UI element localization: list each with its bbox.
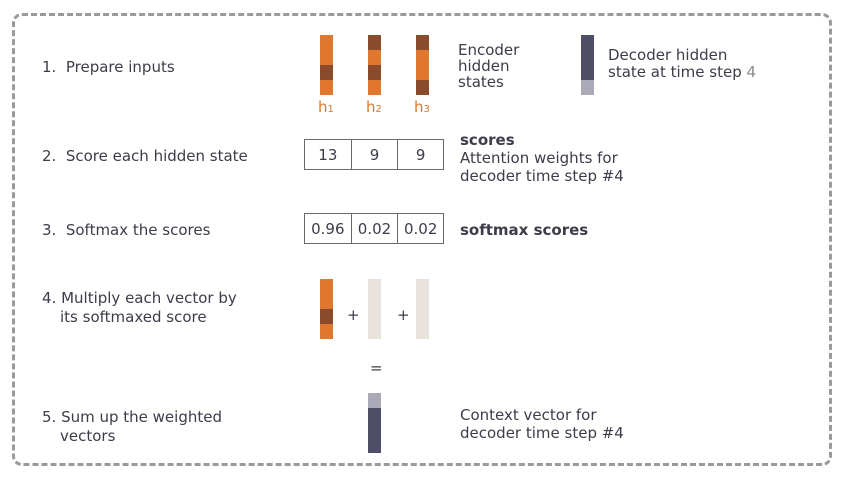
context-label-line2: decoder time step #4 xyxy=(460,424,624,442)
decoder-label-line2: state at time step 4 xyxy=(608,63,757,81)
step-1-label: 1. Prepare inputs xyxy=(42,58,175,76)
diagram-frame xyxy=(12,13,832,466)
score-cell: 9 xyxy=(350,140,398,169)
step-4-label-line2: its softmaxed score xyxy=(60,308,207,326)
weighted-vector-2 xyxy=(368,279,381,339)
hidden-state-vector-h3 xyxy=(416,35,429,95)
equals-sign: = xyxy=(370,359,383,377)
decoder-hidden-state-vector xyxy=(581,35,594,95)
hidden-state-vector-h1 xyxy=(320,35,333,95)
softmax-cell: 0.02 xyxy=(350,214,398,243)
hidden-state-vector-h2 xyxy=(368,35,381,95)
softmax-cell: 0.02 xyxy=(397,214,443,243)
weighted-vector-3 xyxy=(416,279,429,339)
score-cell: 13 xyxy=(318,145,338,164)
attention-weights-line1: Attention weights for xyxy=(460,149,618,167)
hidden-state-label-h3: h3 xyxy=(414,98,430,116)
step-4-label-line1: 4. Multiply each vector by xyxy=(42,289,237,307)
scores-title: scores xyxy=(460,131,515,149)
softmax-cell: 0.96 xyxy=(311,219,345,238)
step-5-label-line1: 5. Sum up the weighted xyxy=(42,408,222,426)
score-cell: 9 xyxy=(397,140,443,169)
hidden-state-label-h1: h1 xyxy=(318,98,334,116)
context-vector xyxy=(368,393,381,453)
weighted-vector-1 xyxy=(320,279,333,339)
plus-sign: + xyxy=(347,306,360,324)
encoder-label-line2: hidden xyxy=(458,57,510,75)
step-5-label-line2: vectors xyxy=(60,427,116,445)
encoder-label-line3: states xyxy=(458,73,504,91)
encoder-label-line1: Encoder xyxy=(458,41,520,59)
step-3-label: 3. Softmax the scores xyxy=(42,221,211,239)
scores-table: 13 9 9 xyxy=(304,139,444,170)
step-2-label: 2. Score each hidden state xyxy=(42,147,248,165)
decoder-label-line1: Decoder hidden xyxy=(608,46,728,64)
attention-weights-line2: decoder time step #4 xyxy=(460,167,624,185)
plus-sign: + xyxy=(397,306,410,324)
context-label-line1: Context vector for xyxy=(460,406,597,424)
softmax-title: softmax scores xyxy=(460,221,589,239)
softmax-table: 0.96 0.02 0.02 xyxy=(304,213,444,244)
hidden-state-label-h2: h2 xyxy=(366,98,382,116)
